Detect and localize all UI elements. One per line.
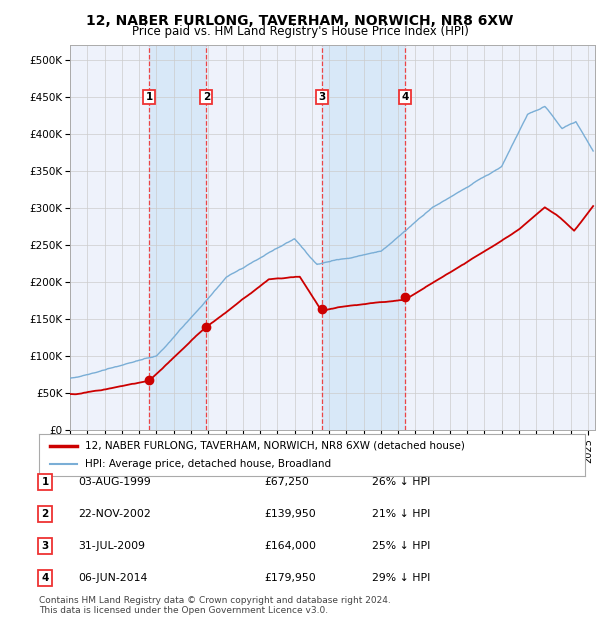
Text: 25% ↓ HPI: 25% ↓ HPI [372, 541, 430, 551]
Text: 2: 2 [203, 92, 210, 102]
Text: 3: 3 [318, 92, 325, 102]
Text: 29% ↓ HPI: 29% ↓ HPI [372, 573, 430, 583]
Text: £67,250: £67,250 [264, 477, 309, 487]
Text: 1: 1 [41, 477, 49, 487]
Bar [149, 45, 206, 430]
Text: £164,000: £164,000 [264, 541, 316, 551]
Text: 31-JUL-2009: 31-JUL-2009 [78, 541, 145, 551]
Text: £139,950: £139,950 [264, 509, 316, 519]
Text: 12, NABER FURLONG, TAVERHAM, NORWICH, NR8 6XW (detached house): 12, NABER FURLONG, TAVERHAM, NORWICH, NR… [85, 441, 465, 451]
Text: 06-JUN-2014: 06-JUN-2014 [78, 573, 148, 583]
Text: Contains HM Land Registry data © Crown copyright and database right 2024.
This d: Contains HM Land Registry data © Crown c… [39, 596, 391, 615]
Text: 4: 4 [41, 573, 49, 583]
Text: 2: 2 [41, 509, 49, 519]
Bar [322, 45, 406, 430]
Text: 03-AUG-1999: 03-AUG-1999 [78, 477, 151, 487]
Text: HPI: Average price, detached house, Broadland: HPI: Average price, detached house, Broa… [85, 459, 332, 469]
Text: 4: 4 [401, 92, 409, 102]
Text: 26% ↓ HPI: 26% ↓ HPI [372, 477, 430, 487]
Text: 1: 1 [146, 92, 153, 102]
Text: 12, NABER FURLONG, TAVERHAM, NORWICH, NR8 6XW: 12, NABER FURLONG, TAVERHAM, NORWICH, NR… [86, 14, 514, 28]
Text: 21% ↓ HPI: 21% ↓ HPI [372, 509, 430, 519]
Text: 3: 3 [41, 541, 49, 551]
Text: 22-NOV-2002: 22-NOV-2002 [78, 509, 151, 519]
Text: £179,950: £179,950 [264, 573, 316, 583]
Text: Price paid vs. HM Land Registry's House Price Index (HPI): Price paid vs. HM Land Registry's House … [131, 25, 469, 38]
